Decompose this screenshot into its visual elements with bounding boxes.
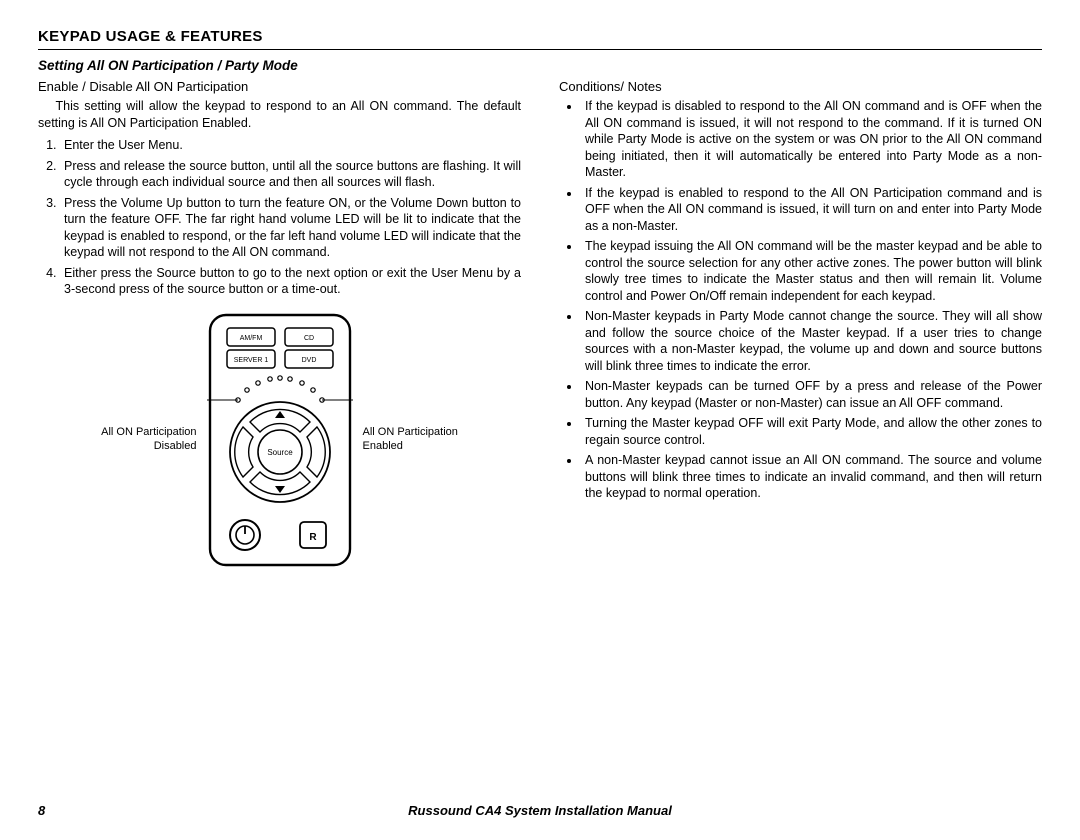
svg-text:R: R xyxy=(309,532,317,543)
right-column: Conditions/ Notes If the keypad is disab… xyxy=(559,79,1042,570)
keypad-illustration: AM/FM CD SERVER 1 DVD xyxy=(205,310,355,570)
btn-server: SERVER 1 xyxy=(233,357,268,364)
intro-paragraph: This setting will allow the keypad to re… xyxy=(38,98,521,131)
page-number: 8 xyxy=(38,803,78,818)
btn-cd: CD xyxy=(303,335,313,342)
note-4: Non-Master keypads in Party Mode cannot … xyxy=(581,308,1042,374)
footer: 8 Russound CA4 System Installation Manua… xyxy=(38,803,1042,818)
note-2: If the keypad is enabled to respond to t… xyxy=(581,185,1042,235)
note-6: Turning the Master keypad OFF will exit … xyxy=(581,415,1042,448)
step-4: Either press the Source button to go to … xyxy=(60,265,521,298)
btn-dvd: DVD xyxy=(301,357,316,364)
notes-list: If the keypad is disabled to respond to … xyxy=(559,98,1042,502)
step-3: Press the Volume Up button to turn the f… xyxy=(60,195,521,261)
label-disabled: All ON Participation Disabled xyxy=(101,426,196,454)
note-1: If the keypad is disabled to respond to … xyxy=(581,98,1042,181)
left-heading: Enable / Disable All ON Participation xyxy=(38,79,521,94)
step-2: Press and release the source button, unt… xyxy=(60,158,521,191)
note-5: Non-Master keypads can be turned OFF by … xyxy=(581,378,1042,411)
btn-source: Source xyxy=(267,448,293,457)
label-enabled-l1: All ON Participation xyxy=(363,426,458,438)
step-1: Enter the User Menu. xyxy=(60,137,521,154)
label-enabled-l2: Enabled xyxy=(363,440,403,452)
label-disabled-l1: All ON Participation xyxy=(101,426,196,438)
steps-list: Enter the User Menu. Press and release t… xyxy=(38,137,521,298)
label-enabled: All ON Participation Enabled xyxy=(363,426,458,454)
keypad-figure: All ON Participation Disabled AM/FM CD S… xyxy=(38,310,521,570)
note-7: A non-Master keypad cannot issue an All … xyxy=(581,452,1042,502)
left-column: Enable / Disable All ON Participation Th… xyxy=(38,79,521,570)
content-columns: Enable / Disable All ON Participation Th… xyxy=(38,79,1042,570)
page-title: KEYPAD USAGE & FEATURES xyxy=(38,28,1042,50)
manual-title: Russound CA4 System Installation Manual xyxy=(78,803,1002,818)
right-heading: Conditions/ Notes xyxy=(559,79,1042,94)
note-3: The keypad issuing the All ON command wi… xyxy=(581,238,1042,304)
btn-amfm: AM/FM xyxy=(239,335,262,342)
label-disabled-l2: Disabled xyxy=(154,440,197,452)
subtitle: Setting All ON Participation / Party Mod… xyxy=(38,58,1042,73)
